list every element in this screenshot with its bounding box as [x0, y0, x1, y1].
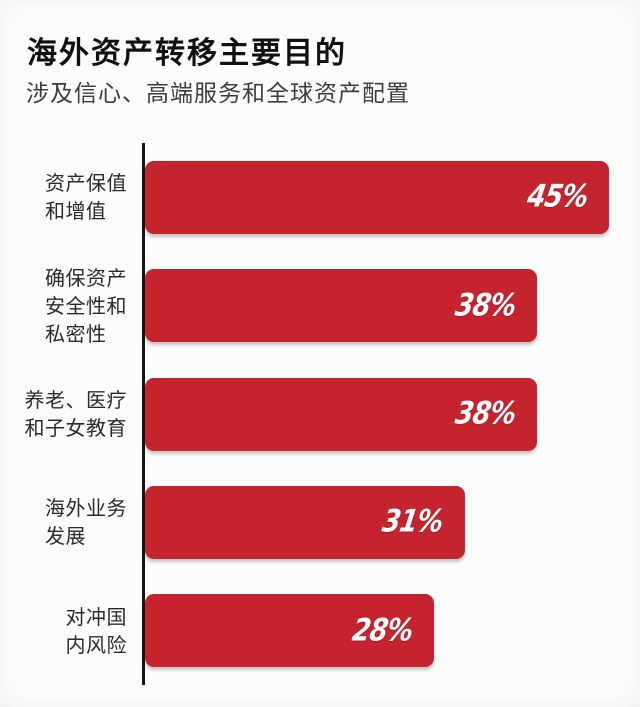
chart-row: 确保资产 安全性和 私密性 38% [0, 251, 640, 359]
value-label: 38% [452, 286, 519, 323]
category-label: 资产保值 和增值 [45, 171, 127, 224]
bar: 31% [145, 485, 465, 559]
value-label: 28% [349, 612, 415, 649]
bar: 28% [145, 594, 434, 668]
bar-track: 28% [145, 594, 640, 668]
bar: 45% [145, 160, 610, 234]
bar-track: 38% [145, 269, 640, 343]
category-label: 养老、医疗 和子女教育 [24, 388, 127, 441]
bar-track: 38% [145, 377, 640, 451]
bar: 38% [145, 269, 537, 343]
value-label: 31% [380, 503, 446, 540]
bar-track: 31% [145, 485, 640, 559]
chart-title: 海外资产转移主要目的 [27, 36, 347, 71]
category-label: 确保资产 安全性和 私密性 [45, 265, 127, 346]
chart-row: 对冲国 内风险 28% [0, 577, 640, 685]
chart-row: 海外业务 发展 31% [0, 468, 640, 576]
chart-row: 资产保值 和增值 45% [0, 143, 640, 251]
bar-rows: 资产保值 和增值 45% 确保资产 安全性和 私密性 38% 养老、医疗 和子女教育 3… [0, 143, 640, 685]
y-axis-line [142, 143, 145, 685]
bar: 38% [145, 377, 537, 451]
bar-track: 45% [145, 160, 640, 234]
value-label: 38% [452, 395, 519, 432]
chart-subtitle: 涉及信心、高端服务和全球资产配置 [26, 81, 410, 107]
chart-row: 养老、医疗 和子女教育 38% [0, 360, 640, 468]
bar-chart: 资产保值 和增值 45% 确保资产 安全性和 私密性 38% 养老、医疗 和子女教育 3… [0, 143, 640, 685]
category-label: 对冲国 内风险 [65, 604, 127, 657]
category-label: 海外业务 发展 [45, 496, 127, 549]
value-label: 45% [524, 178, 591, 215]
